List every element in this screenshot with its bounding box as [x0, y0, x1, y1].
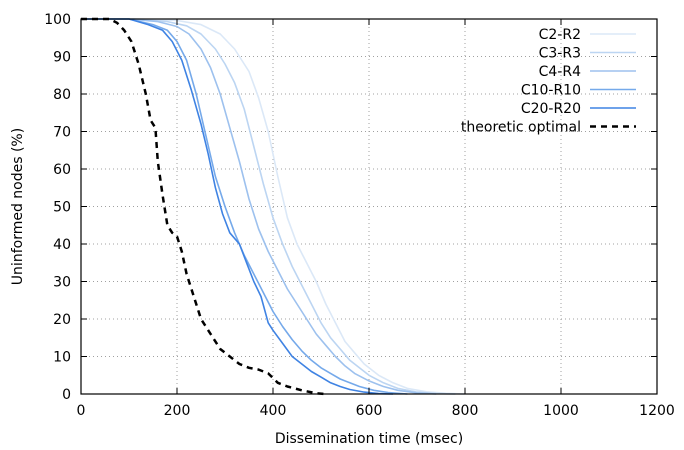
y-tick-label: 50: [53, 200, 71, 216]
y-tick-label: 30: [53, 275, 71, 291]
y-tick-label: 10: [53, 350, 71, 366]
y-tick-label: 90: [53, 50, 71, 66]
y-tick-label: 80: [53, 87, 71, 103]
grid: [81, 19, 657, 394]
x-tick-label: 1000: [543, 403, 579, 419]
x-tick-label: 0: [77, 403, 86, 419]
legend-label: C4-R4: [539, 64, 581, 80]
series-line-c4-r4: [81, 18, 437, 395]
series-line-theoretic-optimal: [81, 17, 326, 396]
y-tick-label: 60: [53, 162, 71, 178]
axis-ticks: 0 200 400 600 800 1000 1200 0 10 20 30 40 50 60 70 80 90…: [44, 12, 675, 419]
series-line-c2-r2: [81, 18, 466, 395]
legend-label: theoretic optimal: [461, 120, 581, 136]
y-axis-title: Uninformed nodes (%): [10, 128, 26, 285]
series-lines: [81, 17, 466, 396]
x-tick-label: 1200: [639, 403, 675, 419]
x-tick-label: 600: [356, 403, 383, 419]
series-line-c20-r20: [81, 18, 394, 395]
legend: C2-R2 C3-R3 C4-R4 C10-R10 C20-R20 theoretic o…: [461, 27, 636, 136]
y-tick-label: 0: [62, 387, 71, 403]
y-tick-label: 40: [53, 237, 71, 253]
x-tick-label: 800: [452, 403, 479, 419]
legend-label: C2-R2: [539, 27, 581, 43]
series-line-c3-r3: [81, 18, 456, 395]
y-tick-label: 20: [53, 312, 71, 328]
legend-label: C10-R10: [521, 83, 581, 99]
x-axis-title: Dissemination time (msec): [275, 431, 463, 447]
y-tick-label: 70: [53, 125, 71, 141]
x-tick-label: 200: [164, 403, 191, 419]
x-tick-label: 400: [260, 403, 287, 419]
y-tick-label: 100: [44, 12, 71, 28]
legend-label: C20-R20: [521, 101, 581, 117]
legend-label: C3-R3: [539, 46, 581, 62]
series-line-c10-r10: [81, 18, 408, 395]
